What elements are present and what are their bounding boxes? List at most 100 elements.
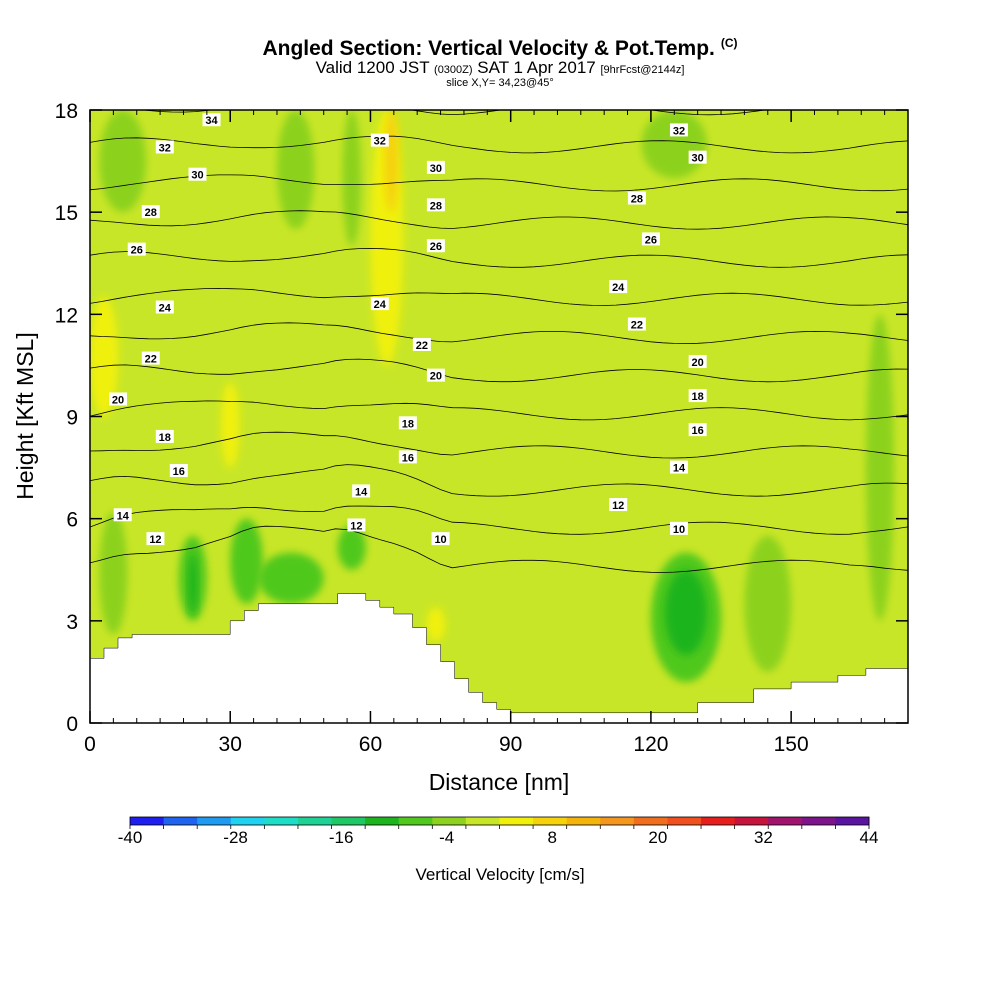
contour-label: 12 bbox=[609, 498, 628, 512]
contour-label: 16 bbox=[688, 423, 707, 437]
y-tick-label: 9 bbox=[66, 407, 78, 430]
contour-label-text: 32 bbox=[374, 136, 386, 148]
chart-title-suffix: (C) bbox=[720, 36, 738, 50]
colorbar-swatch bbox=[701, 817, 736, 825]
contour-label: 14 bbox=[352, 484, 371, 498]
colorbar-swatch bbox=[163, 817, 198, 825]
contour-label-text: 10 bbox=[673, 524, 685, 536]
slice-info: slice X,Y= 34,23@45° bbox=[446, 77, 554, 89]
velocity-region bbox=[664, 569, 708, 655]
contour-label-text: 26 bbox=[430, 241, 442, 253]
y-tick-label: 0 bbox=[66, 713, 78, 736]
contour-label-text: 24 bbox=[374, 299, 387, 311]
theta-contour-line bbox=[90, 431, 908, 459]
theta-contour-line bbox=[90, 174, 908, 192]
colorbar-tick-label: 44 bbox=[860, 828, 879, 847]
x-tick-label: 30 bbox=[219, 733, 242, 756]
contour-label-text: 12 bbox=[350, 520, 362, 532]
contour-label: 24 bbox=[155, 300, 174, 315]
colorbar-swatch bbox=[432, 817, 467, 825]
contour-label: 16 bbox=[398, 450, 417, 464]
contour-label: 24 bbox=[370, 297, 389, 311]
x-tick-label: 90 bbox=[499, 733, 522, 756]
colorbar-tick-label: -16 bbox=[329, 828, 354, 847]
contour-label-text: 24 bbox=[159, 303, 172, 315]
axes: 0 30 60 90 120 150 0 3 6 9 12 15 18 bbox=[55, 100, 909, 756]
theta-contour-line bbox=[90, 505, 908, 535]
contour-label-text: 32 bbox=[159, 142, 171, 154]
colorbar-swatch bbox=[566, 817, 601, 825]
contour-label-text: 28 bbox=[430, 200, 442, 212]
y-tick-label: 12 bbox=[55, 304, 78, 327]
x-tick-label: 0 bbox=[84, 733, 96, 756]
contour-label-text: 12 bbox=[149, 534, 161, 546]
colorbar-swatch bbox=[197, 817, 232, 825]
theta-contour-line bbox=[90, 400, 908, 421]
theta-contours bbox=[90, 110, 908, 573]
contour-label: 30 bbox=[188, 167, 207, 182]
x-tick-label: 60 bbox=[359, 733, 382, 756]
chart-title: Angled Section: Vertical Velocity & Pot.… bbox=[0, 36, 1000, 61]
contour-labels: 34 32 30 28 26 24 22 20 18 16 14 12 32 30 28 26 24 22 20 18… bbox=[109, 113, 707, 546]
colorbar-swatch bbox=[331, 817, 366, 825]
contour-label: 32 bbox=[155, 140, 174, 154]
contour-label: 22 bbox=[141, 351, 160, 366]
contour-label-text: 20 bbox=[112, 394, 124, 406]
colorbar-swatch bbox=[667, 817, 702, 825]
velocity-region bbox=[426, 607, 446, 642]
contour-label: 28 bbox=[141, 205, 160, 219]
contour-label: 16 bbox=[169, 463, 188, 478]
theta-contour-line bbox=[90, 464, 908, 497]
velocity-region bbox=[99, 511, 128, 635]
contour-label-text: 24 bbox=[612, 282, 625, 294]
velocity-region bbox=[188, 552, 198, 615]
theta-contour-line bbox=[90, 525, 908, 573]
contour-label: 30 bbox=[688, 150, 707, 165]
contour-label: 30 bbox=[426, 160, 445, 175]
contour-label: 28 bbox=[426, 198, 445, 212]
contour-label-text: 20 bbox=[430, 371, 442, 383]
colorbar-swatch bbox=[130, 817, 165, 825]
theta-contour-line bbox=[90, 210, 908, 230]
contour-label: 18 bbox=[398, 416, 417, 430]
velocity-region bbox=[276, 110, 315, 230]
contour-label: 32 bbox=[669, 123, 688, 137]
contour-label: 18 bbox=[155, 429, 174, 444]
colorbar-tick-label: 8 bbox=[548, 828, 557, 847]
contour-label-text: 14 bbox=[355, 486, 368, 498]
contour-label-text: 22 bbox=[631, 320, 643, 332]
valid-forecast: [9hrFcst@2144z] bbox=[600, 64, 685, 76]
colorbar-swatch bbox=[398, 817, 433, 825]
velocity-region bbox=[258, 552, 324, 604]
contour-label: 10 bbox=[669, 521, 688, 536]
contour-label-text: 16 bbox=[173, 466, 185, 478]
x-tick-label: 150 bbox=[774, 733, 809, 756]
contour-label: 18 bbox=[688, 389, 707, 403]
colorbar-tick-label: 32 bbox=[754, 828, 773, 847]
colorbar-tick-label: -28 bbox=[223, 828, 248, 847]
contour-label: 14 bbox=[669, 460, 688, 475]
contour-label-text: 32 bbox=[673, 125, 685, 137]
theta-contour-line bbox=[90, 135, 908, 154]
colorbar-swatch bbox=[633, 817, 668, 825]
x-tick-label: 120 bbox=[633, 733, 668, 756]
colorbar-swatch bbox=[499, 817, 534, 825]
contour-label: 34 bbox=[202, 113, 221, 127]
velocity-region bbox=[384, 110, 399, 213]
colorbar-swatch bbox=[768, 817, 803, 825]
contour-label: 32 bbox=[370, 133, 389, 148]
contour-label: 26 bbox=[641, 232, 660, 246]
colorbar-swatch bbox=[465, 817, 500, 825]
theta-contour-line bbox=[90, 322, 908, 345]
contour-label-text: 18 bbox=[692, 391, 704, 403]
y-tick-label: 6 bbox=[66, 509, 78, 532]
velocity-region bbox=[337, 525, 366, 570]
contour-label: 20 bbox=[426, 368, 445, 383]
contour-label-text: 30 bbox=[692, 153, 704, 165]
colorbar-tick-label: 20 bbox=[648, 828, 667, 847]
velocity-region bbox=[230, 518, 263, 604]
contour-label-text: 26 bbox=[131, 245, 143, 257]
contour-label: 12 bbox=[347, 518, 366, 532]
contour-label-text: 18 bbox=[159, 432, 171, 444]
